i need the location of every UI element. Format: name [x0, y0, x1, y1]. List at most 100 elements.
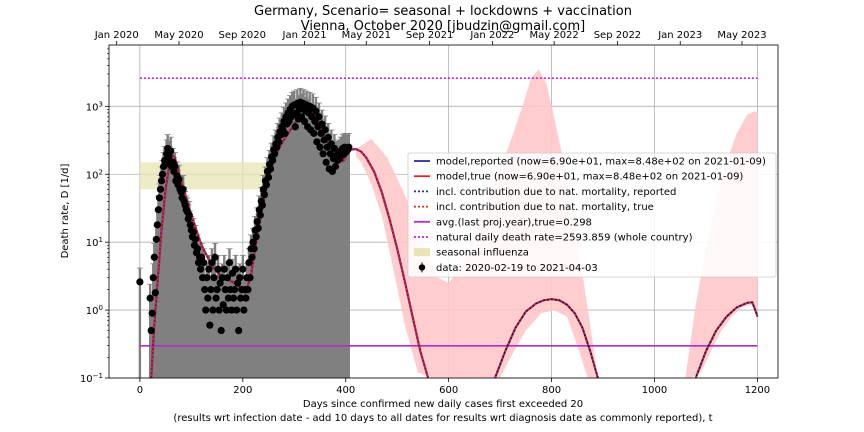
model-true-line — [150, 110, 429, 378]
data-point — [264, 173, 273, 181]
data-point — [322, 158, 330, 166]
legend-nat_true-label: incl. contribution due to nat. mortality… — [436, 202, 654, 213]
data-point — [245, 259, 253, 267]
data-point — [223, 274, 231, 282]
legend-true-label: model,true (now=6.90e+01, max=8.48e+02 o… — [436, 172, 743, 183]
data-point — [175, 175, 183, 183]
data-point — [136, 278, 144, 286]
data-point — [193, 245, 202, 253]
top-tick-label: Sep 2022 — [594, 30, 641, 41]
data-point — [154, 206, 163, 214]
data-point — [291, 123, 299, 131]
data-point — [249, 238, 257, 246]
data-point — [252, 233, 260, 241]
data-point — [156, 185, 165, 193]
top-tick-label: May 2020 — [154, 30, 203, 41]
data-point — [215, 306, 223, 314]
data-point — [318, 120, 326, 128]
data-point — [212, 294, 220, 302]
data-point — [185, 211, 193, 219]
data-point — [153, 221, 161, 229]
data-point — [231, 265, 240, 273]
data-point — [208, 259, 216, 267]
data-point — [209, 306, 217, 314]
legend: model,reported (now=6.90e+01, max=8.48e+… — [407, 152, 777, 278]
data-point — [319, 150, 327, 158]
y-axis: 10−1 100 101 102 103 — [80, 48, 109, 385]
data-point — [244, 286, 252, 294]
data-point — [148, 309, 156, 317]
data-point — [315, 113, 323, 121]
x-tick-label: 0 — [137, 385, 143, 396]
data-point — [275, 138, 283, 146]
data-point — [266, 165, 275, 173]
data-point — [256, 211, 264, 219]
data-point — [260, 191, 269, 199]
data-point — [171, 162, 179, 171]
data-point — [300, 117, 309, 126]
data-point — [324, 133, 332, 141]
top-tick-label: Jan 2021 — [282, 30, 327, 41]
data-point — [150, 253, 158, 261]
data-point — [240, 306, 248, 314]
data-point — [204, 294, 212, 302]
data-point — [197, 265, 205, 273]
data-point — [281, 129, 289, 137]
chart-subtitle: Vienna, October 2020 [jbudzin@gmail.com] — [301, 19, 585, 34]
data-point — [147, 326, 155, 335]
y-tick-label: 102 — [86, 168, 103, 181]
x-tick-label: 600 — [439, 385, 458, 396]
legend-avg-label: avg.(last proj.year),true=0.298 — [436, 217, 592, 228]
data-point — [258, 201, 266, 209]
data-point — [189, 228, 197, 236]
data-point — [236, 274, 244, 282]
x-tick-label: 800 — [542, 385, 561, 396]
data-point — [210, 274, 218, 282]
data-point — [250, 245, 258, 253]
y-tick-label: 103 — [86, 100, 103, 113]
data-point — [200, 259, 208, 267]
data-point — [233, 306, 241, 314]
data-point — [203, 274, 211, 282]
legend-box — [407, 152, 777, 278]
y-tick-label: 100 — [86, 304, 103, 317]
top-tick-label: Jan 2020 — [94, 30, 139, 41]
data-point — [313, 138, 321, 146]
data-point — [152, 235, 160, 243]
data-point — [235, 326, 243, 335]
data-point — [253, 218, 261, 226]
model-line-hump-2 — [494, 298, 599, 378]
data-point — [214, 265, 222, 273]
data-point — [330, 144, 339, 153]
top-date-axis: Jan 2020 May 2020 Sep 2020 Jan 2021 May 2021… — [94, 30, 767, 45]
data-point — [219, 301, 227, 309]
data-point — [239, 265, 247, 273]
data-point — [230, 286, 239, 294]
legend-flu-label: seasonal influenza — [436, 248, 529, 259]
data-point — [218, 274, 226, 282]
data-point — [227, 306, 236, 314]
data-point — [213, 286, 221, 294]
data-point — [222, 306, 230, 314]
x-tick-label: 200 — [233, 385, 252, 396]
legend-nat_reported-label: incl. contribution due to nat. mortality… — [436, 187, 676, 198]
data-point — [205, 265, 213, 273]
data-point — [248, 253, 256, 261]
plot-frame — [108, 44, 779, 379]
data-point — [229, 294, 238, 302]
top-tick-label: Sep 2021 — [406, 30, 453, 41]
top-tick-label: Sep 2020 — [219, 30, 266, 41]
data-point — [206, 321, 214, 329]
data-point — [321, 126, 329, 134]
x-tick-label: 1000 — [642, 385, 667, 396]
x-tick-label: 400 — [336, 385, 355, 396]
top-tick-label: Jan 2022 — [469, 30, 514, 41]
data-point — [237, 294, 245, 302]
top-tick-label: May 2021 — [342, 30, 391, 41]
data-point — [158, 170, 167, 178]
data-point — [271, 150, 279, 158]
data-point — [242, 294, 250, 302]
nat-mortality-line-hump-3 — [694, 301, 759, 378]
data-point — [179, 185, 187, 193]
legend-flu-swatch — [414, 248, 430, 257]
